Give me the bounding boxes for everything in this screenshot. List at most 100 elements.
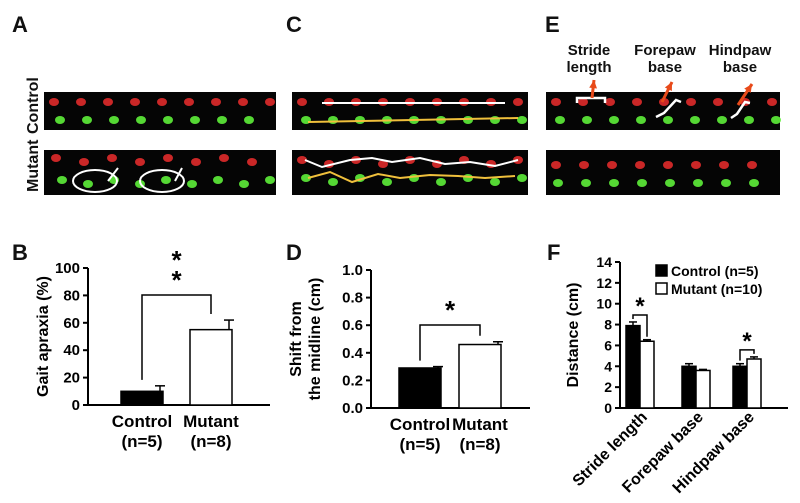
y-tick-label: 10	[596, 296, 612, 312]
legend-swatch	[655, 264, 668, 277]
panel-label-a: A	[12, 12, 28, 37]
footprint-red	[135, 158, 145, 166]
footprint-green	[582, 116, 592, 124]
footprint-green	[609, 179, 619, 187]
footprint-red	[130, 98, 140, 106]
bar-control	[625, 324, 641, 409]
footprint-strip-e-mutant	[546, 150, 780, 195]
footprint-green	[609, 116, 619, 124]
y-tick-label: 0.8	[342, 290, 363, 307]
annotation-hindpaw-base: Hindpaw base	[708, 42, 772, 76]
x-tick-sublabel: (n=5)	[121, 432, 162, 451]
footprint-green	[190, 116, 200, 124]
footprint-red	[219, 154, 229, 162]
footprint-red	[513, 98, 523, 106]
bar-control	[681, 365, 697, 409]
footprint-red	[747, 161, 757, 169]
y-axis-label: Gait apraxia (%)	[35, 276, 52, 397]
footprint-red	[632, 98, 642, 106]
annotation-forepaw-base: Forepaw base	[634, 42, 696, 76]
footprint-green	[771, 116, 781, 124]
y-tick-label: 4	[604, 358, 612, 374]
footprint-red	[51, 154, 61, 162]
footprint-green	[328, 116, 338, 124]
footprint-red	[76, 98, 86, 106]
panel-label-f: F	[547, 240, 561, 265]
arrow-hindpaw	[744, 84, 752, 93]
highlight-pointer	[107, 167, 119, 182]
annotation-stride-length: Stride length	[566, 42, 612, 76]
stride-bracket	[575, 96, 607, 103]
bar-mutant	[695, 369, 711, 409]
y-axis-label: Shift from	[288, 301, 305, 377]
footprint-green	[409, 174, 419, 182]
footprint-green	[82, 116, 92, 124]
footprint-green	[109, 116, 119, 124]
footprint-red	[157, 98, 167, 106]
legend-swatch	[655, 282, 668, 295]
footprint-red	[211, 98, 221, 106]
footprint-green	[721, 179, 731, 187]
significance-bracket	[739, 349, 755, 361]
footprint-green	[239, 180, 249, 188]
midline-trace-yellow	[307, 117, 519, 123]
footprint-green	[490, 116, 500, 124]
x-tick-sublabel: (n=5)	[399, 435, 440, 454]
footprint-green	[217, 116, 227, 124]
bar-mutant	[189, 328, 233, 406]
footprint-red	[265, 98, 275, 106]
bar-control	[398, 367, 442, 409]
highlight-circle	[72, 169, 118, 193]
footprint-green	[744, 116, 754, 124]
midline-trace-yellow	[307, 170, 516, 184]
y-tick-label: 1.0	[342, 262, 363, 279]
footprint-red	[578, 98, 588, 106]
footprint-green	[244, 116, 254, 124]
footprint-red	[163, 154, 173, 162]
footprint-green	[265, 176, 275, 184]
footprint-green	[301, 174, 311, 182]
footprint-green	[382, 178, 392, 186]
significance-marker: *	[171, 245, 182, 275]
bar-mutant	[746, 358, 762, 409]
footprint-green	[328, 178, 338, 186]
legend-label: Mutant (n=10)	[671, 281, 762, 297]
footprint-green	[581, 179, 591, 187]
y-tick-label: 2	[604, 379, 612, 395]
bar-control	[732, 365, 748, 409]
midline-trace-white	[304, 156, 519, 169]
chart-d-midline-shift: 0.0 0.2 0.4 0.6 0.8 1.0 Shift from the midline …	[288, 262, 530, 454]
footprint-green	[490, 178, 500, 186]
footprint-red	[691, 161, 701, 169]
panel-label-e: E	[545, 12, 560, 37]
footprint-green	[136, 116, 146, 124]
footprint-green	[161, 176, 171, 184]
footprint-green	[693, 179, 703, 187]
footprint-red	[767, 98, 777, 106]
y-tick-label: 8	[604, 317, 612, 333]
footprint-red	[635, 161, 645, 169]
footprint-green	[665, 179, 675, 187]
footprint-red	[605, 98, 615, 106]
footprint-red	[191, 158, 201, 166]
footprint-green	[187, 180, 197, 188]
footprint-red	[107, 154, 117, 162]
footprint-red	[238, 98, 248, 106]
y-tick-label: 14	[596, 254, 612, 270]
y-tick-label: 0	[604, 400, 612, 416]
arrow-forepaw	[664, 82, 672, 91]
highlight-circle	[139, 169, 185, 193]
y-tick-label: 0.4	[342, 345, 364, 362]
x-tick-label: Mutant	[183, 412, 239, 431]
footprint-green	[55, 116, 65, 124]
footprint-red	[579, 161, 589, 169]
x-tick-sublabel: (n=8)	[190, 432, 231, 451]
y-tick-label: 40	[63, 342, 80, 359]
footprint-green	[637, 179, 647, 187]
footprint-red	[378, 160, 388, 168]
bar-mutant	[458, 343, 502, 409]
footprint-red	[551, 161, 561, 169]
